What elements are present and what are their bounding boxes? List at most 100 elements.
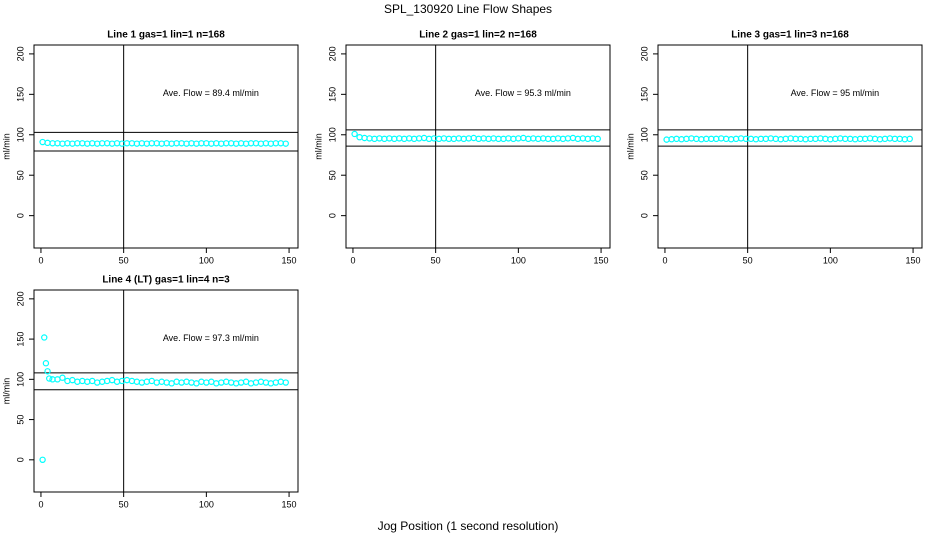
plot-frame [657, 44, 923, 249]
y-tick-label: 200 [15, 46, 25, 61]
y-tick-label: 200 [639, 46, 649, 61]
point [183, 378, 190, 385]
panel-title: Line 3 gas=1 lin=3 n=168 [731, 30, 849, 41]
x-tick-label: 100 [511, 255, 526, 265]
point [173, 378, 180, 385]
point [906, 135, 913, 143]
point [163, 379, 170, 386]
point [143, 378, 151, 385]
x-tick-label: 150 [282, 499, 297, 509]
y-tick-label: 50 [639, 170, 649, 180]
point [79, 377, 86, 385]
point [64, 377, 71, 385]
point [153, 379, 160, 386]
point [113, 378, 121, 385]
y-axis-label: ml/min [625, 133, 635, 160]
annotation: Ave. Flow = 95 ml/min [791, 88, 880, 98]
y-tick-label: 100 [327, 127, 337, 142]
x-axis-label: Jog Position (1 second resolution) [378, 519, 559, 533]
figure-title: SPL_130920 Line Flow Shapes [384, 2, 552, 16]
plot-frame [345, 44, 611, 249]
x-tick-label: 0 [662, 255, 667, 265]
point [93, 379, 101, 386]
panel: Line 3 gas=1 lin=3 n=168 ml/min 0 50 100 150 0… [625, 30, 923, 265]
point [232, 380, 240, 387]
y-tick-label: 0 [327, 213, 337, 218]
point [59, 374, 66, 381]
point [267, 380, 275, 387]
point [41, 334, 48, 341]
y-tick-label: 200 [327, 46, 337, 61]
annotation: Ave. Flow = 95.3 ml/min [475, 88, 571, 98]
point [42, 360, 50, 367]
point [128, 377, 136, 385]
x-tick-label: 150 [594, 255, 609, 265]
point [84, 378, 91, 385]
y-tick-label: 150 [15, 332, 25, 347]
point [133, 378, 141, 385]
y-tick-label: 50 [327, 170, 337, 180]
panel: Line 2 gas=1 lin=2 n=168 ml/min 0 50 100 150 0… [313, 30, 611, 265]
y-tick-label: 100 [639, 127, 649, 142]
point [123, 376, 131, 384]
point [282, 379, 289, 386]
point [74, 378, 81, 385]
y-tick-label: 0 [639, 213, 649, 218]
point [594, 135, 601, 143]
annotation: Ave. Flow = 97.3 ml/min [163, 333, 259, 343]
x-tick-label: 150 [282, 255, 297, 265]
point [158, 378, 165, 385]
point [98, 378, 106, 385]
y-axis-label: ml/min [1, 133, 11, 160]
point [227, 379, 235, 386]
y-tick-label: 100 [15, 372, 25, 387]
y-tick-label: 150 [327, 87, 337, 102]
point [46, 375, 53, 382]
point [257, 378, 265, 385]
point [223, 378, 230, 385]
x-tick-label: 100 [199, 255, 214, 265]
point [203, 379, 210, 386]
plot-frame [33, 289, 299, 493]
point [198, 378, 205, 385]
point [138, 379, 146, 386]
point [39, 456, 46, 464]
point [247, 380, 255, 387]
point [277, 378, 284, 385]
panel: Line 4 (LT) gas=1 lin=4 n=3 ml/min 0 50 100 1… [1, 275, 299, 509]
y-axis-label: ml/min [313, 133, 323, 160]
point [356, 133, 363, 141]
x-tick-label: 50 [119, 499, 129, 509]
point [213, 380, 220, 387]
x-tick-label: 150 [906, 255, 921, 265]
x-tick-label: 50 [743, 255, 753, 265]
x-tick-label: 0 [38, 499, 43, 509]
y-tick-label: 150 [15, 87, 25, 102]
y-tick-label: 0 [15, 213, 25, 218]
panel-title: Line 4 (LT) gas=1 lin=4 n=3 [102, 275, 230, 286]
y-tick-label: 200 [15, 291, 25, 306]
plot-frame [33, 44, 299, 249]
x-tick-label: 0 [38, 255, 43, 265]
x-tick-label: 50 [119, 255, 129, 265]
y-axis-label: ml/min [1, 378, 11, 405]
point [44, 368, 51, 375]
panel-title: Line 1 gas=1 lin=1 n=168 [107, 30, 225, 41]
point [103, 377, 111, 385]
panel: Line 1 gas=1 lin=1 n=168 ml/min 0 50 100 150 0… [1, 30, 299, 265]
y-tick-label: 50 [15, 170, 25, 180]
x-tick-label: 50 [431, 255, 441, 265]
y-tick-label: 150 [639, 87, 649, 102]
point [218, 379, 225, 386]
y-tick-label: 0 [15, 457, 25, 462]
y-tick-label: 50 [15, 415, 25, 425]
point [39, 138, 46, 146]
y-tick-label: 100 [15, 127, 25, 142]
point [252, 379, 260, 386]
panel-title: Line 2 gas=1 lin=2 n=168 [419, 30, 537, 41]
annotation: Ave. Flow = 89.4 ml/min [163, 88, 259, 98]
point [178, 379, 185, 386]
point [282, 140, 289, 147]
point [262, 379, 270, 386]
